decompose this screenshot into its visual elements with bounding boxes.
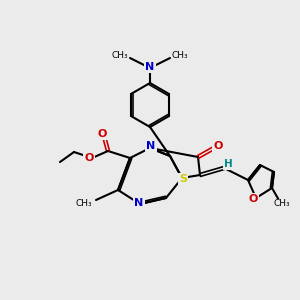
Text: O: O [97,129,107,139]
Text: CH₃: CH₃ [111,50,128,59]
Text: CH₃: CH₃ [274,200,290,208]
Text: O: O [213,141,223,151]
Text: N: N [146,141,156,151]
Text: S: S [179,174,187,184]
Text: O: O [248,194,258,204]
Text: N: N [146,62,154,72]
Text: O: O [84,153,94,163]
Text: H: H [224,159,232,169]
Text: CH₃: CH₃ [172,50,189,59]
Text: N: N [134,198,144,208]
Text: CH₃: CH₃ [75,199,92,208]
